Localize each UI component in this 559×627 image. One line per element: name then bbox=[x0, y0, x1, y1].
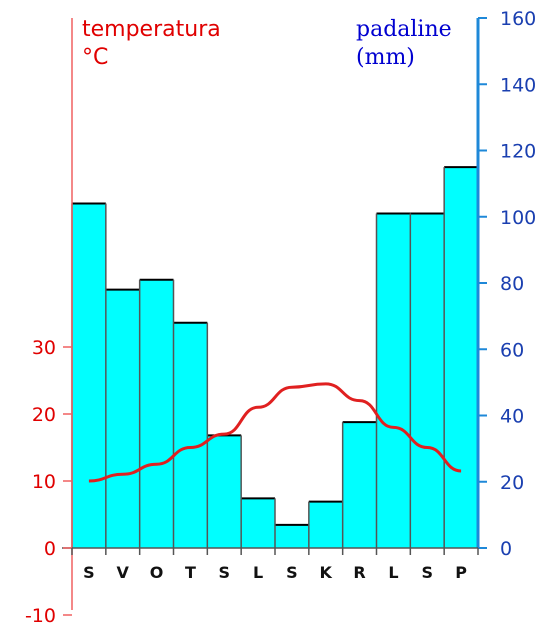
month-label: L bbox=[253, 563, 263, 582]
precipitation-bar bbox=[105, 289, 140, 548]
right-tick-label: 160 bbox=[500, 8, 536, 30]
precipitation-bar bbox=[72, 203, 106, 548]
left-tick-label: 30 bbox=[32, 337, 56, 359]
left-axis-title-line2: °C bbox=[82, 45, 108, 70]
right-tick-label: 0 bbox=[500, 538, 512, 560]
precipitation-bar bbox=[410, 213, 445, 548]
left-tick-label: -10 bbox=[25, 605, 56, 627]
temperature-line bbox=[88, 382, 462, 483]
left-axis-title-line1: temperatura bbox=[82, 17, 221, 42]
right-axis-title-line2: (mm) bbox=[356, 45, 415, 70]
right-tick-label: 60 bbox=[500, 339, 524, 361]
precipitation-bar bbox=[241, 498, 275, 548]
right-tick-label: 140 bbox=[500, 74, 536, 96]
month-label: T bbox=[185, 563, 196, 582]
month-label: R bbox=[353, 563, 365, 582]
month-label: P bbox=[455, 563, 467, 582]
precipitation-bar bbox=[308, 501, 343, 548]
left-tick-label: 0 bbox=[44, 538, 56, 560]
month-label: K bbox=[320, 563, 333, 582]
precipitation-bar bbox=[275, 524, 309, 548]
precipitation-bar bbox=[376, 213, 411, 548]
month-label: O bbox=[150, 563, 164, 582]
precipitation-bar bbox=[173, 322, 208, 548]
precipitation-bar bbox=[139, 279, 174, 548]
right-axis-title-line1: padaline bbox=[356, 17, 452, 42]
right-tick-label: 100 bbox=[500, 207, 536, 229]
left-tick-label: 20 bbox=[32, 404, 56, 426]
month-label: S bbox=[218, 563, 230, 582]
right-tick-label: 80 bbox=[500, 273, 524, 295]
precipitation-bar bbox=[207, 435, 242, 548]
right-tick-label: 120 bbox=[500, 141, 536, 163]
right-tick-label: 20 bbox=[500, 472, 524, 494]
right-tick-label: 40 bbox=[500, 406, 524, 428]
month-label: S bbox=[286, 563, 298, 582]
left-axis-ticks: -10 0 10 20 30 bbox=[25, 337, 72, 627]
month-label: S bbox=[421, 563, 433, 582]
month-label: V bbox=[117, 563, 130, 582]
right-axis-ticks: 0 20 40 60 80 100 120 140 160 bbox=[478, 8, 536, 560]
precipitation-bars bbox=[72, 166, 478, 548]
left-tick-label: 10 bbox=[32, 471, 56, 493]
month-label: L bbox=[388, 563, 398, 582]
precipitation-bar bbox=[342, 422, 377, 548]
precipitation-bar bbox=[444, 167, 478, 548]
month-label: S bbox=[83, 563, 95, 582]
